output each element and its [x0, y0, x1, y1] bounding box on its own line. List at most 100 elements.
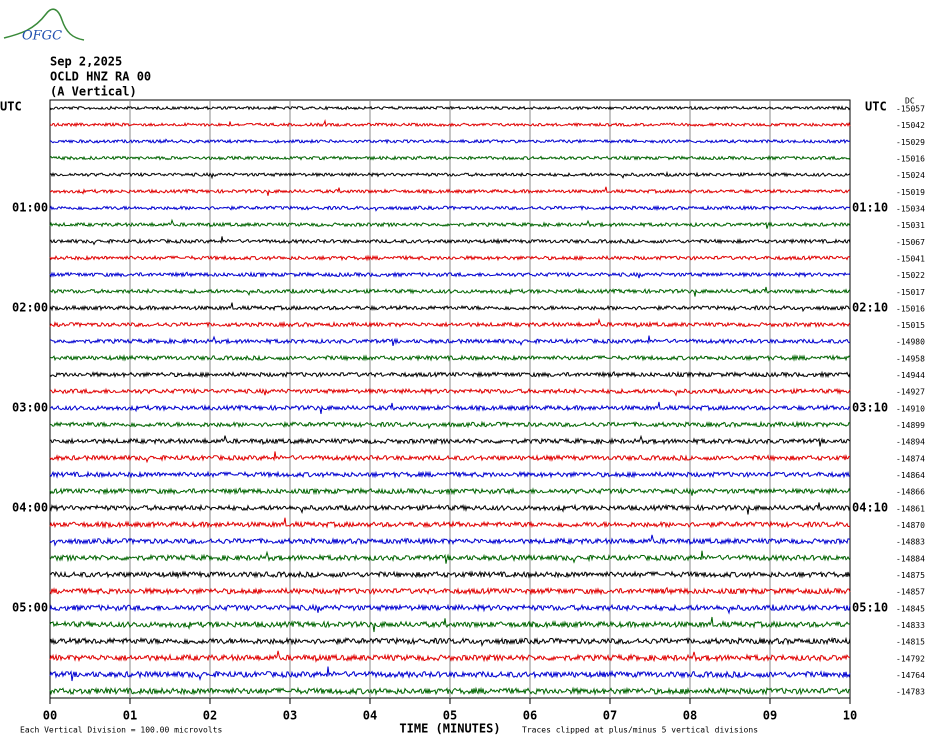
- trace: [49, 470, 851, 479]
- offset-label: -15057: [896, 105, 925, 114]
- offset-label: -14980: [896, 338, 925, 347]
- trace: [49, 586, 851, 596]
- trace: [49, 353, 851, 362]
- offset-label: -15016: [896, 154, 925, 163]
- offset-label: -14927: [896, 388, 925, 397]
- trace: [49, 420, 851, 430]
- trace: [49, 666, 851, 682]
- offset-label: -14870: [896, 521, 925, 530]
- offset-label: -14833: [896, 621, 925, 630]
- right-time-label: 02:10: [852, 300, 888, 314]
- x-tick-label: 01: [123, 709, 137, 723]
- x-tick-label: 10: [843, 709, 857, 723]
- right-axis-title: UTC: [865, 100, 887, 114]
- trace: [49, 451, 851, 464]
- trace: [49, 204, 851, 212]
- clip-note: Traces clipped at plus/minus 5 vertical …: [522, 726, 758, 735]
- x-tick-label: 08: [683, 709, 697, 723]
- x-tick-label: 07: [603, 709, 617, 723]
- offset-label: -15016: [896, 304, 925, 313]
- trace: [49, 218, 851, 229]
- offset-label: -15024: [896, 171, 925, 180]
- offset-label: -14861: [896, 504, 925, 513]
- offset-label: -15034: [896, 204, 925, 213]
- logo: OFGC: [22, 29, 62, 44]
- x-axis-title: TIME (MINUTES): [399, 722, 500, 736]
- trace: [49, 119, 851, 128]
- offset-label: -14899: [896, 421, 925, 430]
- offset-label: -14792: [896, 654, 925, 663]
- offset-label: -15067: [896, 238, 925, 247]
- offset-label: -14845: [896, 604, 925, 613]
- right-time-label: 04:10: [852, 500, 888, 514]
- offset-label: -14815: [896, 638, 925, 647]
- trace: [49, 105, 851, 111]
- offset-label: -15022: [896, 271, 925, 280]
- trace: [49, 370, 851, 379]
- offset-label: -14875: [896, 571, 925, 580]
- right-time-label: 05:10: [852, 600, 888, 614]
- left-time-label: 04:00: [12, 500, 48, 514]
- offset-label: -14883: [896, 538, 925, 547]
- trace: [49, 636, 851, 648]
- offset-label: -14894: [896, 438, 925, 447]
- trace: [49, 686, 850, 696]
- trace: [49, 254, 851, 262]
- station: OCLD HNZ RA 00: [50, 70, 151, 84]
- offset-label: -15031: [896, 221, 925, 230]
- offset-label: -14764: [896, 671, 925, 680]
- x-tick-label: 04: [363, 709, 377, 723]
- offset-label: -15042: [896, 121, 925, 130]
- offset-label: -14783: [896, 688, 925, 697]
- trace: [49, 271, 851, 279]
- x-tick-label: 03: [283, 709, 297, 723]
- trace: [49, 335, 851, 347]
- trace: [49, 570, 851, 579]
- left-time-label: 05:00: [12, 600, 48, 614]
- trace: [49, 502, 851, 515]
- date: Sep 2,2025: [50, 55, 122, 69]
- trace: [49, 387, 851, 397]
- trace: [49, 236, 851, 246]
- trace: [49, 434, 851, 447]
- trace: [49, 138, 851, 145]
- trace: [49, 603, 851, 615]
- offset-title: DC: [905, 97, 915, 106]
- trace: [49, 534, 851, 547]
- scale-note: Each Vertical Division = 100.00 microvol…: [20, 726, 222, 735]
- trace: [49, 517, 851, 529]
- offset-label: -15019: [896, 188, 925, 197]
- trace: [49, 155, 851, 161]
- left-time-label: 01:00: [12, 200, 48, 214]
- offset-label: -14944: [896, 371, 925, 380]
- x-tick-label: 02: [203, 709, 217, 723]
- trace: [49, 186, 851, 196]
- trace: [49, 487, 851, 496]
- trace: [49, 616, 851, 633]
- trace: [49, 317, 851, 329]
- offset-label: -15041: [896, 254, 925, 263]
- logo-curve: [3, 8, 85, 41]
- x-tick-label: 06: [523, 709, 537, 723]
- offset-label: -15029: [896, 138, 925, 147]
- offset-label: -14958: [896, 354, 925, 363]
- offset-label: -15015: [896, 321, 925, 330]
- trace: [49, 550, 851, 564]
- offset-label: -14884: [896, 554, 925, 563]
- right-time-label: 01:10: [852, 200, 888, 214]
- right-time-label: 03:10: [852, 400, 888, 414]
- offset-label: -14857: [896, 588, 925, 597]
- offset-label: -14864: [896, 471, 925, 480]
- left-time-label: 02:00: [12, 300, 48, 314]
- x-tick-label: 09: [763, 709, 777, 723]
- x-tick-label: 05: [443, 709, 457, 723]
- trace: [49, 286, 851, 297]
- left-time-label: 03:00: [12, 400, 48, 414]
- x-tick-label: 00: [43, 709, 57, 723]
- offset-label: -15017: [896, 288, 925, 297]
- trace: [49, 401, 851, 414]
- component: (A Vertical): [50, 85, 137, 99]
- left-axis-title: UTC: [0, 100, 22, 114]
- offset-label: -14910: [896, 404, 925, 413]
